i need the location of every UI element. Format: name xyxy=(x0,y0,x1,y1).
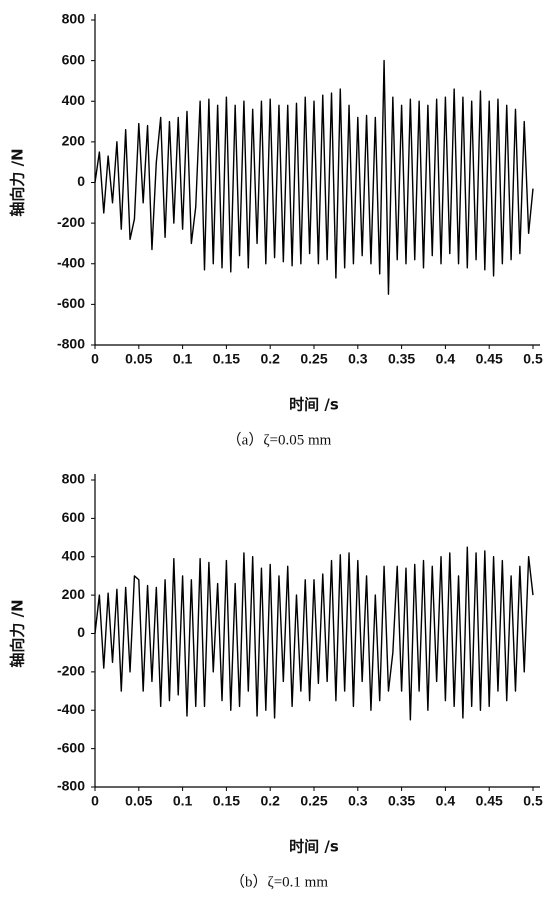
y-tick-label: -400 xyxy=(57,254,85,270)
x-tick-label: 0.05 xyxy=(125,793,152,809)
y-tick-label: -200 xyxy=(57,214,85,230)
x-tick-label: 0 xyxy=(91,793,99,809)
y-tick-label: 400 xyxy=(62,92,86,108)
y-tick-label: -600 xyxy=(57,295,85,311)
x-tick-label: 0.1 xyxy=(173,351,193,367)
x-tick-label: 0.25 xyxy=(300,351,327,367)
x-tick-label: 0.4 xyxy=(436,793,456,809)
x-tick-label: 0.35 xyxy=(388,351,415,367)
y-axis-label: 轴向力 /N xyxy=(9,148,27,216)
y-tick-label: 800 xyxy=(62,471,86,487)
y-tick-label: 200 xyxy=(62,133,86,149)
x-tick-label: 0.15 xyxy=(213,351,240,367)
x-tick-label: 0.2 xyxy=(260,351,280,367)
x-tick-label: 0.45 xyxy=(476,793,503,809)
y-tick-label: 800 xyxy=(62,11,86,27)
x-tick-label: 0.4 xyxy=(436,351,456,367)
y-tick-label: 0 xyxy=(77,173,85,189)
data-line xyxy=(94,59,534,295)
x-tick-label: 0.3 xyxy=(348,793,368,809)
x-tick-label: 0.3 xyxy=(348,351,368,367)
y-tick-label: 0 xyxy=(77,624,85,640)
x-axis-label: 时间 /s xyxy=(289,396,339,414)
y-tick-label: -800 xyxy=(57,778,85,794)
y-tick-label: -200 xyxy=(57,663,85,679)
y-axis-label: 轴向力 /N xyxy=(9,599,27,667)
caption: （b）ζ=0.1 mm xyxy=(230,873,328,890)
y-tick-label: 200 xyxy=(62,586,86,602)
x-tick-label: 0.35 xyxy=(388,793,415,809)
x-tick-label: 0 xyxy=(91,351,99,367)
x-axis-label: 时间 /s xyxy=(289,838,339,856)
x-tick-label: 0.15 xyxy=(213,793,240,809)
x-tick-label: 0.25 xyxy=(300,793,327,809)
x-tick-label: 0.1 xyxy=(173,793,193,809)
x-tick-label: 0.5 xyxy=(523,351,543,367)
x-tick-label: 0.2 xyxy=(260,793,280,809)
y-tick-label: 400 xyxy=(62,547,86,563)
x-tick-label: 0.05 xyxy=(125,351,152,367)
x-tick-label: 0.45 xyxy=(476,351,503,367)
x-tick-label: 0.5 xyxy=(523,793,543,809)
caption: （a）ζ=0.05 mm xyxy=(227,431,332,448)
data-line xyxy=(94,546,534,721)
y-tick-label: 600 xyxy=(62,509,86,525)
y-tick-label: -600 xyxy=(57,739,85,755)
y-tick-label: -800 xyxy=(57,336,85,352)
y-tick-label: -400 xyxy=(57,701,85,717)
y-tick-label: 600 xyxy=(62,51,86,67)
